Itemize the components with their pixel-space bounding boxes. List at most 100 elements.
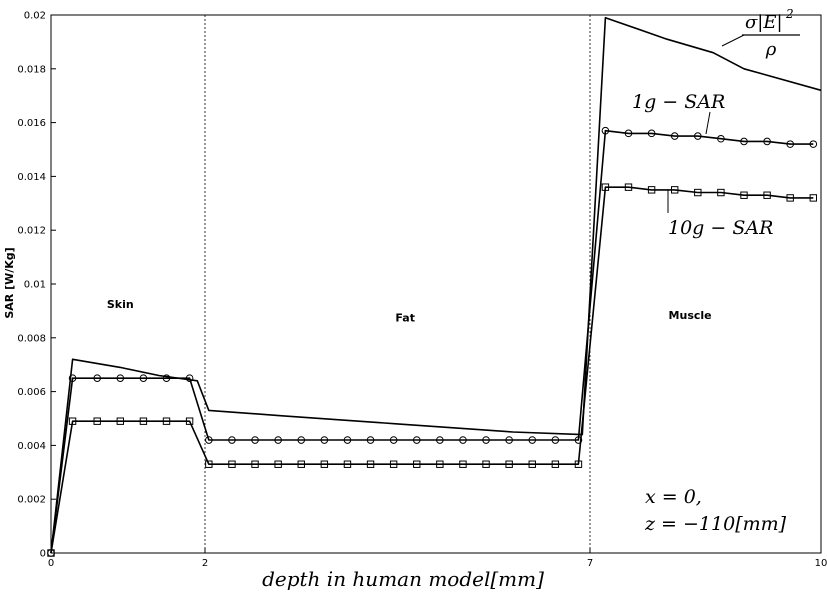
formula-numerator: σ|E| xyxy=(745,12,783,33)
series-marker-circle xyxy=(139,374,148,382)
series-marker-square xyxy=(574,460,583,468)
series-marker-square xyxy=(185,417,194,425)
ten-g-sar-label: 10g − SAR xyxy=(668,217,773,239)
series-marker-square xyxy=(624,183,633,191)
series-marker-square xyxy=(694,188,702,197)
x-axis-label: depth in human model[mm] xyxy=(262,567,544,591)
series-marker-square xyxy=(528,460,536,468)
series-marker-square xyxy=(162,417,171,425)
series-marker-circle xyxy=(809,140,818,148)
formula-denominator: ρ xyxy=(765,39,777,60)
series-marker-circle xyxy=(205,436,213,444)
x-tick-label: 7 xyxy=(587,558,593,569)
position-z-label: z = −110[mm] xyxy=(644,513,787,535)
sar-formula-annotation: σ|E| 2 ρ xyxy=(721,7,800,60)
y-tick-label: 0.018 xyxy=(17,64,46,75)
series-marker-circle xyxy=(297,436,306,444)
y-tick-label: 0.002 xyxy=(17,495,46,506)
series-marker-square xyxy=(297,460,305,468)
y-tick-label: 0.008 xyxy=(17,333,46,344)
series-marker-circle xyxy=(717,134,725,143)
y-tick-label: 0.012 xyxy=(17,226,46,237)
series-marker-square xyxy=(93,417,101,425)
y-tick-label: 0.016 xyxy=(17,118,46,129)
series-marker-circle xyxy=(162,374,171,382)
region-labels: Skin Fat Muscle xyxy=(107,298,712,324)
series-marker-square xyxy=(786,194,794,202)
y-tick-label: 0.014 xyxy=(17,172,46,183)
y-tick-label: 0 xyxy=(40,549,46,560)
series-marker-circle xyxy=(274,436,282,444)
series-marker-square xyxy=(116,417,124,425)
formula-leader-line xyxy=(721,34,745,47)
series-line-0 xyxy=(50,16,822,554)
series-marker-square xyxy=(274,460,282,468)
y-axis-label: SAR [W/Kg] xyxy=(3,247,16,318)
series-marker-circle xyxy=(116,374,125,382)
series-marker-circle xyxy=(251,436,259,444)
series-marker-square xyxy=(505,460,513,468)
position-x-label: x = 0, xyxy=(645,486,702,508)
series-marker-square xyxy=(343,460,352,468)
series-marker-square xyxy=(320,460,329,468)
x-tick-label: 2 xyxy=(202,558,208,569)
series-marker-square xyxy=(809,194,817,202)
series-marker-circle xyxy=(228,436,236,444)
formula-exponent: 2 xyxy=(785,7,794,21)
series-marker-circle xyxy=(786,140,795,148)
series-marker-square xyxy=(413,460,421,468)
series-marker-square xyxy=(139,417,148,425)
series-marker-square xyxy=(717,188,725,197)
series-marker-circle xyxy=(436,436,444,444)
series-line-2 xyxy=(50,186,814,554)
one-g-sar-leader xyxy=(705,111,711,135)
series-marker-square xyxy=(482,460,490,468)
series-marker-square xyxy=(459,460,467,468)
series-marker-square xyxy=(601,183,610,191)
series-marker-square xyxy=(366,460,375,468)
series-marker-square xyxy=(647,186,656,194)
series-marker-circle xyxy=(574,436,583,444)
series-marker-square xyxy=(205,460,213,468)
series-marker-circle xyxy=(343,436,352,444)
series-marker-circle xyxy=(412,436,421,444)
series-marker-circle xyxy=(647,129,656,138)
series-marker-circle xyxy=(482,436,490,444)
series-marker-square xyxy=(740,191,748,199)
series-marker-circle xyxy=(528,436,537,444)
series-marker-circle xyxy=(763,137,771,146)
series-marker-square xyxy=(228,460,236,468)
series-marker-circle xyxy=(601,126,610,135)
y-tick-label: 0.01 xyxy=(24,280,46,291)
series-marker-circle xyxy=(551,436,560,444)
series-marker-square xyxy=(551,460,560,468)
series-layer xyxy=(47,16,822,557)
series-marker-circle xyxy=(505,436,513,444)
series-marker-circle xyxy=(366,436,375,444)
series-marker-square xyxy=(251,460,259,468)
y-tick-label: 0.006 xyxy=(17,387,46,398)
series-marker-circle xyxy=(740,137,748,146)
region-label-skin: Skin xyxy=(107,298,134,311)
region-label-fat: Fat xyxy=(395,312,415,325)
series-marker-circle xyxy=(670,132,679,140)
series-marker-square xyxy=(68,417,77,425)
series-marker-circle xyxy=(694,132,702,140)
y-tick-label: 0.004 xyxy=(17,441,46,452)
x-tick-label: 10 xyxy=(815,558,827,569)
series-marker-circle xyxy=(320,436,329,444)
series-marker-circle xyxy=(624,129,633,138)
series-marker-square xyxy=(671,186,679,194)
series-marker-square xyxy=(763,191,771,199)
series-marker-square xyxy=(436,460,444,468)
series-line-1 xyxy=(50,129,814,554)
region-label-muscle: Muscle xyxy=(669,309,712,322)
x-tick-label: 0 xyxy=(48,558,54,569)
series-marker-circle xyxy=(185,374,194,382)
series-marker-circle xyxy=(459,436,467,444)
series-marker-circle xyxy=(93,374,101,382)
axis-ticks: 0 0.002 0.004 0.006 0.008 0.01 0.012 0.014 0.016… xyxy=(17,11,827,570)
series-marker-circle xyxy=(389,436,398,444)
